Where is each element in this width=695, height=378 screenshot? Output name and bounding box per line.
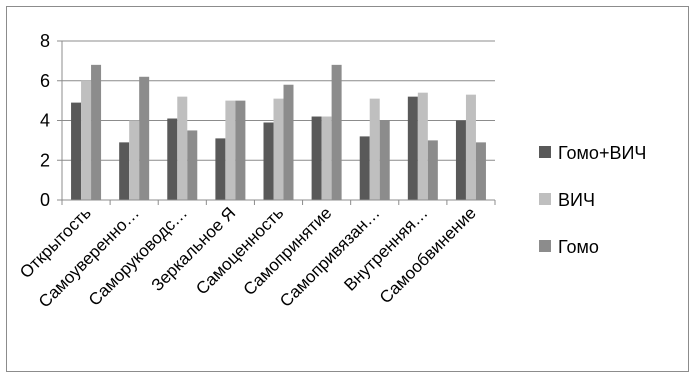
x-category-label: Внутренняя… (340, 203, 431, 294)
legend-label: ВИЧ (558, 190, 595, 210)
bar (475, 142, 486, 200)
y-tick-label: 4 (40, 111, 50, 131)
bar (379, 120, 390, 200)
y-tick-label: 0 (40, 190, 50, 210)
bar (417, 92, 428, 200)
bar (215, 138, 226, 200)
legend-swatch (539, 193, 551, 205)
bar (139, 76, 150, 200)
bar (187, 130, 198, 200)
legend-swatch (539, 240, 551, 252)
bar (263, 122, 274, 200)
bar (177, 96, 188, 200)
bar (225, 100, 236, 200)
legend-swatch (539, 146, 551, 158)
bar (407, 96, 418, 200)
bar (427, 140, 438, 200)
bar (311, 116, 322, 200)
bar (283, 84, 294, 200)
legend-label: Гомо+ВИЧ (558, 143, 646, 163)
axes (57, 40, 496, 205)
bar (273, 98, 284, 200)
legend-label: Гомо (558, 237, 599, 257)
bar (359, 136, 370, 200)
bar (91, 64, 102, 200)
bar (129, 120, 140, 200)
bar-chart: 0 2 4 6 8 ОткрытостьСамоуверенно…Саморуковод… (16, 31, 646, 311)
y-axis-tick-labels: 0 2 4 6 8 (40, 31, 50, 210)
bar (321, 116, 332, 200)
bar (465, 94, 476, 200)
y-tick-label: 2 (40, 150, 50, 170)
bar (81, 80, 92, 200)
bar (369, 98, 380, 200)
chart-area: 0 2 4 6 8 Открытость Самоуверенно… Саморуковод… (6, 6, 689, 372)
bars (71, 64, 486, 200)
bar (455, 120, 466, 200)
bar (167, 118, 178, 200)
bar (119, 142, 130, 200)
legend: Гомо+ВИЧ ВИЧ Гомо (539, 143, 646, 257)
y-tick-label: 6 (40, 71, 50, 91)
bar (71, 102, 82, 200)
y-tick-label: 8 (40, 31, 50, 51)
x-axis-category-labels: ОткрытостьСамоуверенно…Саморуководс…Зерк… (16, 203, 480, 311)
bar (331, 64, 342, 200)
x-category-label: Зеркальное Я (148, 203, 240, 295)
bar (235, 100, 246, 200)
